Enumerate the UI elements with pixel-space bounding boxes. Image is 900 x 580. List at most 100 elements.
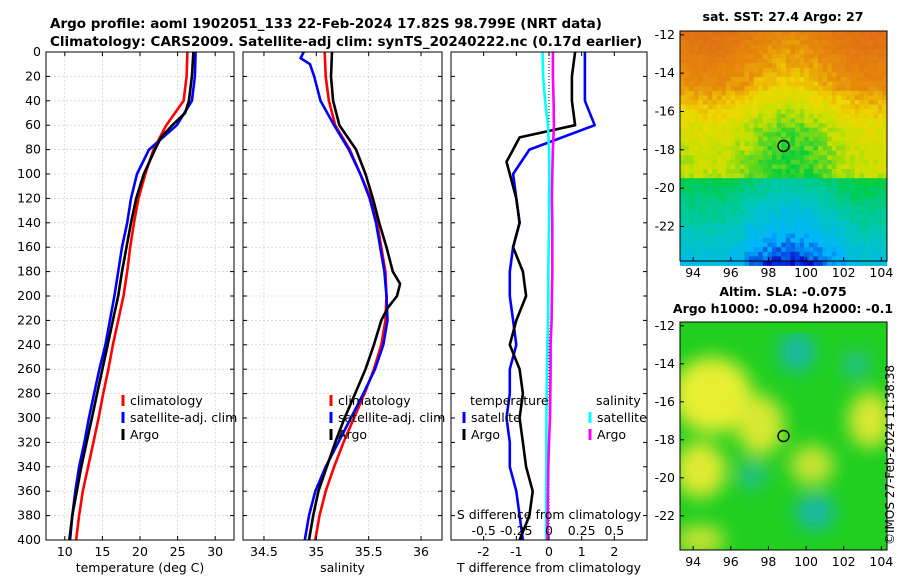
sst-cell <box>827 118 833 124</box>
sst-cell <box>799 201 805 207</box>
sst-cell <box>680 192 685 197</box>
sst-cell <box>712 150 718 156</box>
sst-cell <box>841 247 846 253</box>
sst-cell <box>859 173 865 179</box>
sst-cell <box>698 58 704 64</box>
sst-cell <box>854 141 860 147</box>
sst-cell <box>859 132 865 138</box>
sst-cell <box>841 72 846 78</box>
sst-cell <box>749 90 754 96</box>
sst-cell <box>845 118 851 124</box>
sst-cell <box>767 256 773 262</box>
sst-cell <box>749 201 754 207</box>
sst-cell <box>799 109 805 115</box>
sst-cell <box>707 100 713 105</box>
sst-cell <box>726 210 731 216</box>
sst-cell <box>813 164 819 170</box>
sst-cell <box>822 164 828 170</box>
sst-cell <box>882 100 888 105</box>
sst-cell <box>707 261 713 266</box>
sst-cell <box>698 40 704 46</box>
sst-cell <box>749 192 754 197</box>
sla-high-blob <box>848 392 887 448</box>
sst-cell <box>735 169 741 174</box>
sst-cell <box>804 35 810 41</box>
sst-cell <box>758 95 764 101</box>
sst-cell <box>703 95 708 101</box>
sst-cell <box>739 136 745 142</box>
sst-cell <box>813 210 819 216</box>
sst-cell <box>698 150 704 156</box>
y-tick-label: 20 <box>25 68 41 83</box>
sst-cell <box>877 146 883 151</box>
sst-cell <box>868 187 874 193</box>
sst-cell <box>808 54 814 59</box>
sst-cell <box>854 132 860 138</box>
sst-cell <box>864 35 869 41</box>
sst-cell <box>744 141 750 147</box>
sst-cell <box>808 72 814 78</box>
sst-cell <box>868 228 874 234</box>
sst-cell <box>712 44 718 50</box>
sst-cell <box>785 132 791 138</box>
sst-cell <box>762 261 768 266</box>
y-tick-label: 260 <box>17 361 41 376</box>
sst-cell <box>693 132 699 138</box>
sst-cell <box>726 169 731 174</box>
sst-cell <box>850 169 856 174</box>
sst-cell <box>767 242 773 248</box>
sst-cell <box>703 256 708 262</box>
sst-cell <box>873 205 879 211</box>
sst-cell <box>749 95 754 101</box>
sst-cell <box>739 67 745 73</box>
x-tick-label: 10 <box>57 544 73 559</box>
sst-cell <box>689 205 695 211</box>
sst-cell <box>698 251 704 257</box>
sst-cell <box>781 205 787 211</box>
sst-cell <box>689 100 695 105</box>
sst-cell <box>703 192 708 197</box>
sst-cell <box>680 127 685 133</box>
sst-cell <box>762 192 768 197</box>
sst-cell <box>781 113 787 119</box>
sst-cell <box>877 224 883 230</box>
sst-cell <box>882 251 888 257</box>
sst-cell <box>850 86 856 92</box>
sst-cell <box>767 136 773 142</box>
sst-cell <box>730 100 736 105</box>
sst-cell <box>772 169 777 174</box>
sst-cell <box>859 141 865 147</box>
sst-cell <box>689 58 695 64</box>
sst-cell <box>776 196 782 202</box>
sst-cell <box>854 173 860 179</box>
sst-cell <box>864 44 869 50</box>
sst-cell <box>726 63 731 69</box>
sst-cell <box>785 54 791 59</box>
sst-cell <box>684 187 690 193</box>
sst-cell <box>795 113 800 119</box>
sst-cell <box>877 141 883 147</box>
sst-cell <box>850 256 856 262</box>
sst-cell <box>808 44 814 50</box>
sst-cell <box>859 67 865 73</box>
sst-cell <box>689 210 695 216</box>
sst-cell <box>726 173 731 179</box>
sst-cell <box>827 150 833 156</box>
sst-cell <box>845 58 851 64</box>
sst-cell <box>767 238 773 243</box>
sst-cell <box>698 113 704 119</box>
sst-cell <box>864 118 869 124</box>
sst-cell <box>882 150 888 156</box>
sst-cell <box>785 155 791 161</box>
sst-cell <box>850 196 856 202</box>
sst-cell <box>749 178 754 184</box>
sst-cell <box>868 159 874 165</box>
sst-cell <box>841 40 846 46</box>
sst-cell <box>726 141 731 147</box>
sst-cell <box>735 247 741 253</box>
y-tick-label: 400 <box>17 532 41 547</box>
sst-cell <box>744 201 750 207</box>
sst-cell <box>818 35 823 41</box>
sst-cell <box>707 238 713 243</box>
sst-cell <box>836 72 842 78</box>
